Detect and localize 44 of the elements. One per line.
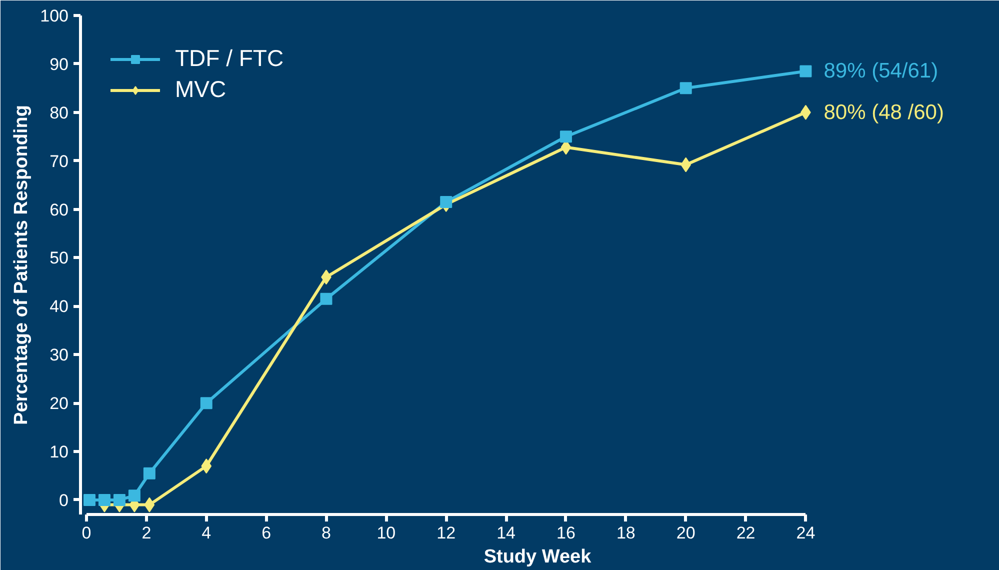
point [680, 82, 692, 94]
x-tick-label: 6 [262, 524, 272, 542]
y-tick-label: 10 [50, 442, 69, 462]
point [800, 65, 812, 78]
y-axis-title: Percentage of Patients Responding [11, 105, 32, 425]
x-axis-title: Study Week [484, 546, 592, 568]
x-tick-label: 14 [496, 524, 516, 542]
point [83, 494, 96, 506]
x-tick-label: 4 [202, 524, 212, 542]
x-tick-label: 20 [676, 524, 696, 542]
y-tick-label: 50 [50, 248, 69, 268]
x-tick-label: 12 [436, 524, 456, 542]
x-tick-label: 22 [736, 524, 756, 542]
y-tick-label: 20 [50, 394, 69, 414]
x-tick-label: 0 [82, 524, 92, 542]
annotation: 80% (48 /60) [824, 100, 944, 124]
point [128, 490, 140, 502]
point [98, 494, 110, 506]
legend-label: TDF / FTC [175, 45, 284, 72]
x-tick-label: 16 [556, 524, 576, 542]
y-tick-label: 40 [50, 297, 69, 316]
annotation: 89% (54/61) [824, 60, 938, 83]
point [144, 497, 155, 512]
y-tick-label: 0 [59, 490, 69, 510]
y-tick-label: 80 [50, 103, 69, 122]
point [113, 494, 126, 506]
point [143, 467, 156, 480]
point [680, 157, 692, 172]
y-tick-label: 60 [50, 200, 69, 220]
point [560, 130, 572, 143]
x-tick-label: 18 [616, 524, 636, 542]
point [200, 397, 212, 410]
x-tick-label: 8 [322, 524, 331, 542]
point [201, 458, 212, 474]
y-tick-label: 90 [50, 54, 69, 74]
x-tick-label: 2 [142, 524, 152, 542]
x-tick-label: 24 [796, 524, 816, 542]
y-tick-label: 30 [50, 346, 69, 365]
point [440, 196, 452, 208]
x-tick-label: 10 [376, 524, 396, 542]
y-tick-label: 100 [40, 6, 69, 26]
legend-label: MVC [175, 76, 226, 103]
y-tick-label: 70 [50, 152, 69, 171]
point [320, 292, 332, 305]
